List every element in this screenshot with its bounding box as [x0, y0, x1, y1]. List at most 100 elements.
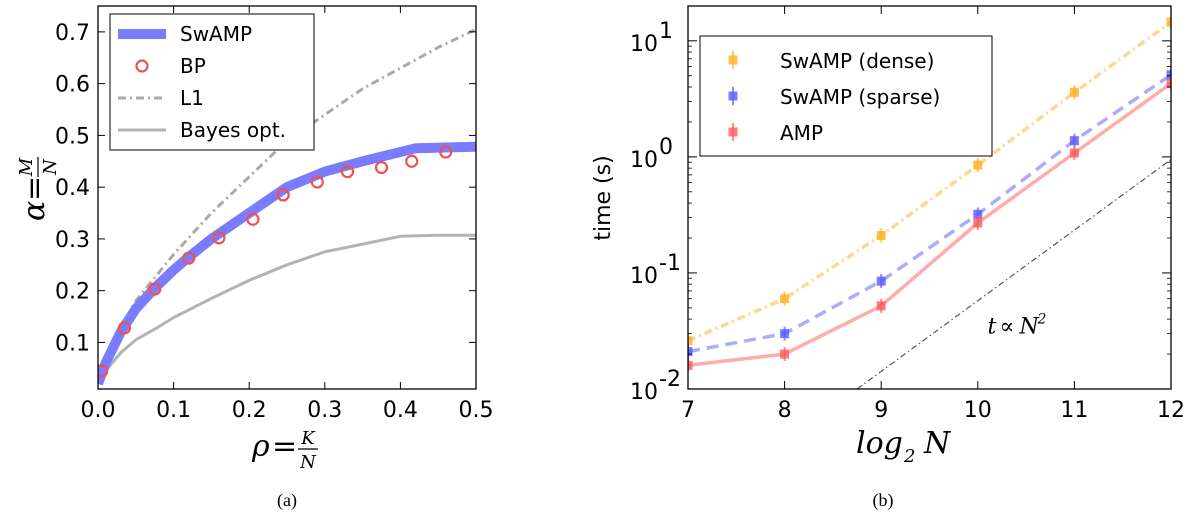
y-tick-exponent: 1: [659, 19, 673, 44]
y-tick-exponent: -1: [659, 251, 681, 276]
annotation-exp: 2: [1036, 312, 1046, 328]
caption-a: (a): [277, 490, 297, 511]
x-tick-label: 0.0: [81, 398, 116, 423]
panel-a-ylabel: α = M N: [16, 157, 61, 221]
legend-label-swamp: SwAMP: [180, 22, 252, 46]
x-tick-label: 0.2: [232, 398, 267, 423]
bp-point: [182, 251, 196, 265]
panel-a-legend-items: SwAMP BP L1 Bayes opt.: [118, 22, 286, 142]
y-tick-exponent: 0: [659, 135, 673, 160]
panel-a-ylabel-num: M: [16, 157, 37, 177]
panel-b-legend-items: SwAMP (dense) SwAMP (sparse) AMP: [728, 49, 940, 145]
panel-b-xlabel-var: N: [923, 426, 952, 461]
y-tick-label: 10: [630, 148, 658, 173]
x-tick-label: 0.4: [383, 398, 418, 423]
y-tick-label: 0.5: [55, 124, 90, 149]
legend-label-bayes-opt: Bayes opt.: [180, 118, 286, 142]
panel-a-xlabel: ρ = K N: [251, 428, 318, 473]
panel-b-legend-box: [699, 35, 993, 157]
panel-a-xlabel-num: K: [300, 428, 316, 449]
x-tick-label: 10: [964, 398, 992, 423]
series-swamp-dense-point: [688, 336, 693, 346]
panel-b-annotation: t ∝ N 2: [987, 312, 1046, 340]
legend-label-amp: AMP: [780, 121, 823, 145]
panel-b-xlabel-sub: 2: [903, 446, 915, 467]
panel-b-frame: [687, 5, 1172, 390]
x-tick-label: 0.1: [156, 398, 191, 423]
series-amp-point: [973, 218, 983, 228]
series-swamp-line: [98, 141, 476, 386]
legend-marker-swamp-dense: [728, 55, 738, 65]
y-tick-label: 10: [630, 380, 658, 405]
series-swamp-sparse-line: [688, 73, 1171, 354]
series-amp-point: [876, 301, 886, 311]
panel-a-ticks: 0.0 0.1 0.2 0.3 0.4 0.5 0.1 0.2 0.3 0.4 0.5 0.6 0.7: [55, 6, 494, 423]
bp-point: [439, 145, 453, 159]
series-amp-point: [1069, 148, 1079, 158]
bp-point: [117, 321, 132, 335]
series-swamp-sparse-point: [1069, 136, 1079, 146]
bp-point: [310, 175, 324, 189]
series-amp-point: [688, 360, 693, 370]
panel-a-chart: 0.0 0.1 0.2 0.3 0.4 0.50.10.20.30.40.50.60.7 …: [16, 5, 494, 511]
series-amp-point: [780, 349, 790, 359]
bp-point: [340, 165, 355, 179]
bp-point: [98, 364, 109, 378]
series-amp-point: [1166, 78, 1171, 88]
bp-point: [246, 212, 260, 226]
legend-marker-swamp-sparse: [728, 91, 738, 101]
x-tick-label: 7: [681, 398, 695, 423]
bp-point: [374, 160, 389, 175]
series-bayes-opt-line: [98, 233, 476, 385]
panel-b-xlabel: log 2 N: [856, 426, 952, 467]
y-tick-label: 0.6: [55, 73, 90, 98]
series-swamp-sparse-point: [876, 276, 886, 286]
y-tick-label: 0.1: [55, 331, 90, 356]
legend-label-swamp-dense: SwAMP (dense): [780, 49, 934, 73]
panel-a-ylabel-lhs: α: [17, 201, 52, 221]
annotation-var: N: [1018, 315, 1039, 340]
bp-point: [212, 231, 226, 245]
legend-label-l1: L1: [180, 86, 204, 110]
panel-b-legend: SwAMP (dense) SwAMP (sparse) AMP: [699, 35, 993, 157]
bp-point: [276, 188, 290, 202]
y-tick-label: 0.7: [55, 21, 90, 46]
series-l1-line: [98, 27, 476, 385]
panel-a-frame: [97, 5, 477, 390]
panel-b-xlabel-pre: log: [856, 426, 903, 461]
series-swamp-dense-point: [1069, 87, 1079, 97]
x-tick-label: 9: [874, 398, 888, 423]
series-swamp-sparse-point: [780, 329, 790, 339]
panel-a-xlabel-lhs: ρ: [251, 429, 270, 464]
panel-a-ylabel-den: N: [40, 158, 61, 176]
x-tick-label: 8: [778, 398, 792, 423]
y-tick-label: 0.2: [55, 280, 90, 305]
legend-label-bp: BP: [180, 54, 206, 78]
x-tick-label: 12: [1157, 398, 1185, 423]
legend-marker-bp: [135, 59, 149, 73]
series-amp-line: [688, 81, 1171, 368]
y-tick-label: 0.3: [55, 228, 90, 253]
panel-a-legend: SwAMP BP L1 Bayes opt.: [109, 13, 315, 151]
caption-b: (b): [873, 490, 894, 511]
legend-label-swamp-sparse: SwAMP (sparse): [780, 85, 940, 109]
series-swamp-sparse-point: [688, 347, 693, 357]
series-swamp-dense-point: [1166, 17, 1171, 27]
y-tick-label: 10: [630, 32, 658, 57]
y-tick-label: 10: [630, 264, 658, 289]
x-tick-label: 0.5: [459, 398, 494, 423]
y-tick-exponent: -2: [659, 367, 681, 392]
series-swamp-dense-line: [688, 20, 1171, 343]
x-tick-label: 11: [1060, 398, 1088, 423]
legend-marker-amp: [728, 127, 738, 137]
x-tick-label: 0.3: [307, 398, 342, 423]
series-swamp-sparse-point: [973, 209, 983, 219]
annotation-rel: ∝: [999, 315, 1014, 340]
bp-point: [148, 282, 162, 296]
y-tick-label: 0.4: [55, 176, 90, 201]
series-swamp-dense-point: [876, 231, 886, 241]
panel-a-xlabel-eq: =: [272, 429, 297, 464]
series-swamp-dense-point: [780, 294, 790, 304]
